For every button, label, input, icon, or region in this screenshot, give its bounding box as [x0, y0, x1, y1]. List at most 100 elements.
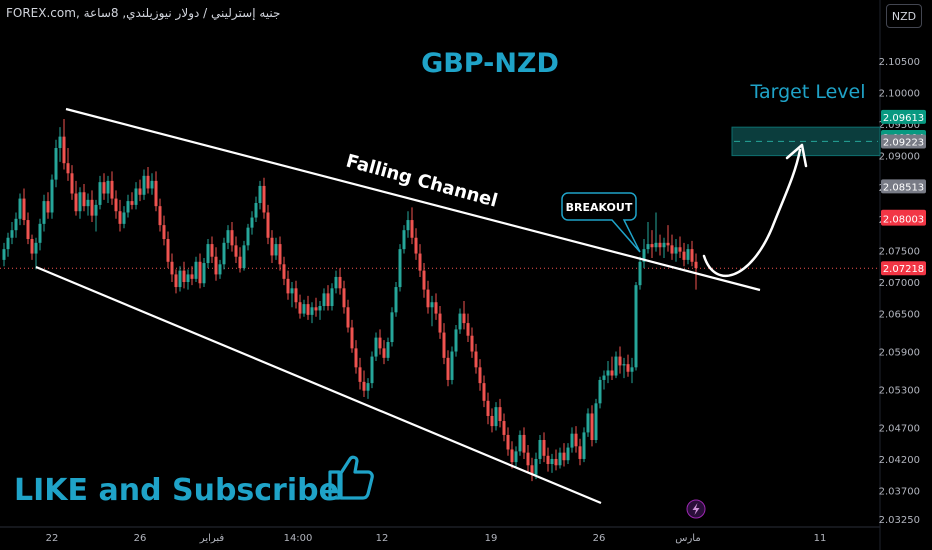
candle-body — [594, 403, 598, 440]
candle — [158, 198, 162, 232]
candle-body — [666, 242, 670, 246]
price-tick-label: 2.04200 — [879, 455, 920, 466]
candle — [182, 261, 186, 289]
candle — [694, 253, 698, 290]
candle — [26, 212, 30, 245]
candle-body — [342, 288, 346, 308]
candle — [374, 332, 378, 361]
price-tick-label: 2.04700 — [879, 423, 920, 434]
candle — [326, 285, 330, 311]
candle-body — [102, 182, 106, 194]
candle — [318, 300, 322, 320]
price-label-bg — [881, 109, 926, 124]
candle — [342, 280, 346, 314]
candle — [150, 173, 154, 195]
candle — [70, 165, 74, 200]
candle — [14, 212, 18, 238]
candle-body — [258, 185, 262, 203]
candle-body — [554, 458, 558, 466]
candle — [574, 426, 578, 453]
candle-body — [162, 225, 166, 240]
candle — [586, 408, 590, 437]
candle-body — [566, 447, 570, 461]
candle — [382, 340, 386, 365]
candle-body — [206, 244, 210, 264]
currency-badge[interactable]: NZD — [886, 4, 922, 28]
candle — [350, 319, 354, 353]
candle — [486, 392, 490, 425]
candle — [194, 256, 198, 282]
candle-body — [254, 203, 258, 218]
candle — [670, 234, 674, 260]
candle — [42, 194, 46, 232]
breakout-callout: BREAKOUT — [561, 192, 641, 253]
candle — [282, 256, 286, 286]
candle — [518, 430, 522, 456]
candle-body — [10, 230, 14, 238]
candle-body — [6, 237, 10, 250]
candle-body — [234, 245, 238, 257]
candle — [378, 329, 382, 355]
candle — [270, 230, 274, 264]
candle — [638, 256, 642, 290]
candle-body — [430, 302, 434, 308]
candle — [118, 199, 122, 232]
candle — [198, 253, 202, 289]
candle — [454, 324, 458, 357]
candle — [122, 206, 126, 229]
candle-body — [638, 261, 642, 286]
candle — [138, 179, 142, 202]
candle-body — [682, 251, 686, 260]
candle-body — [270, 237, 274, 256]
candle — [406, 211, 410, 238]
candle-body — [86, 199, 90, 207]
candle-body — [494, 407, 498, 427]
candle — [662, 237, 666, 258]
candle-body — [222, 242, 226, 265]
candle — [590, 405, 594, 447]
thumbs-up-icon — [328, 455, 374, 500]
candle — [450, 346, 454, 385]
price-label-tag: 2.09613 — [881, 109, 926, 124]
candle-body — [142, 175, 146, 195]
candle — [366, 378, 370, 399]
candle — [86, 193, 90, 216]
candle-body — [122, 212, 126, 224]
candle-body — [646, 244, 650, 250]
candle-body — [362, 381, 366, 391]
candle — [626, 354, 630, 377]
candle — [614, 351, 618, 379]
candle-body — [426, 289, 430, 308]
candle-body — [650, 244, 654, 248]
candle — [238, 247, 242, 273]
candle — [682, 242, 686, 267]
price-label-text: 2.08003 — [883, 215, 924, 226]
candle-body — [230, 230, 234, 246]
time-tick-label: 26 — [593, 533, 606, 544]
candle-body — [30, 239, 34, 254]
candle-body — [106, 180, 110, 194]
candle-body — [590, 413, 594, 440]
candle-body — [334, 276, 338, 289]
candle-body — [34, 242, 38, 254]
candle-body — [70, 173, 74, 194]
candle-body — [338, 276, 342, 289]
price-label-bg — [881, 179, 926, 194]
candle-body — [170, 261, 174, 275]
candle — [298, 294, 302, 319]
candle — [250, 211, 254, 235]
candle — [554, 449, 558, 471]
candle — [246, 223, 250, 251]
candle-body — [354, 348, 358, 368]
candle — [50, 174, 54, 219]
candle — [522, 427, 526, 459]
candle — [690, 240, 694, 267]
lightning-icon[interactable] — [686, 499, 706, 519]
candle-body — [526, 452, 530, 466]
candle-body — [134, 188, 138, 205]
candle-body — [486, 400, 490, 416]
candle — [566, 443, 570, 465]
candle-body — [442, 332, 446, 358]
